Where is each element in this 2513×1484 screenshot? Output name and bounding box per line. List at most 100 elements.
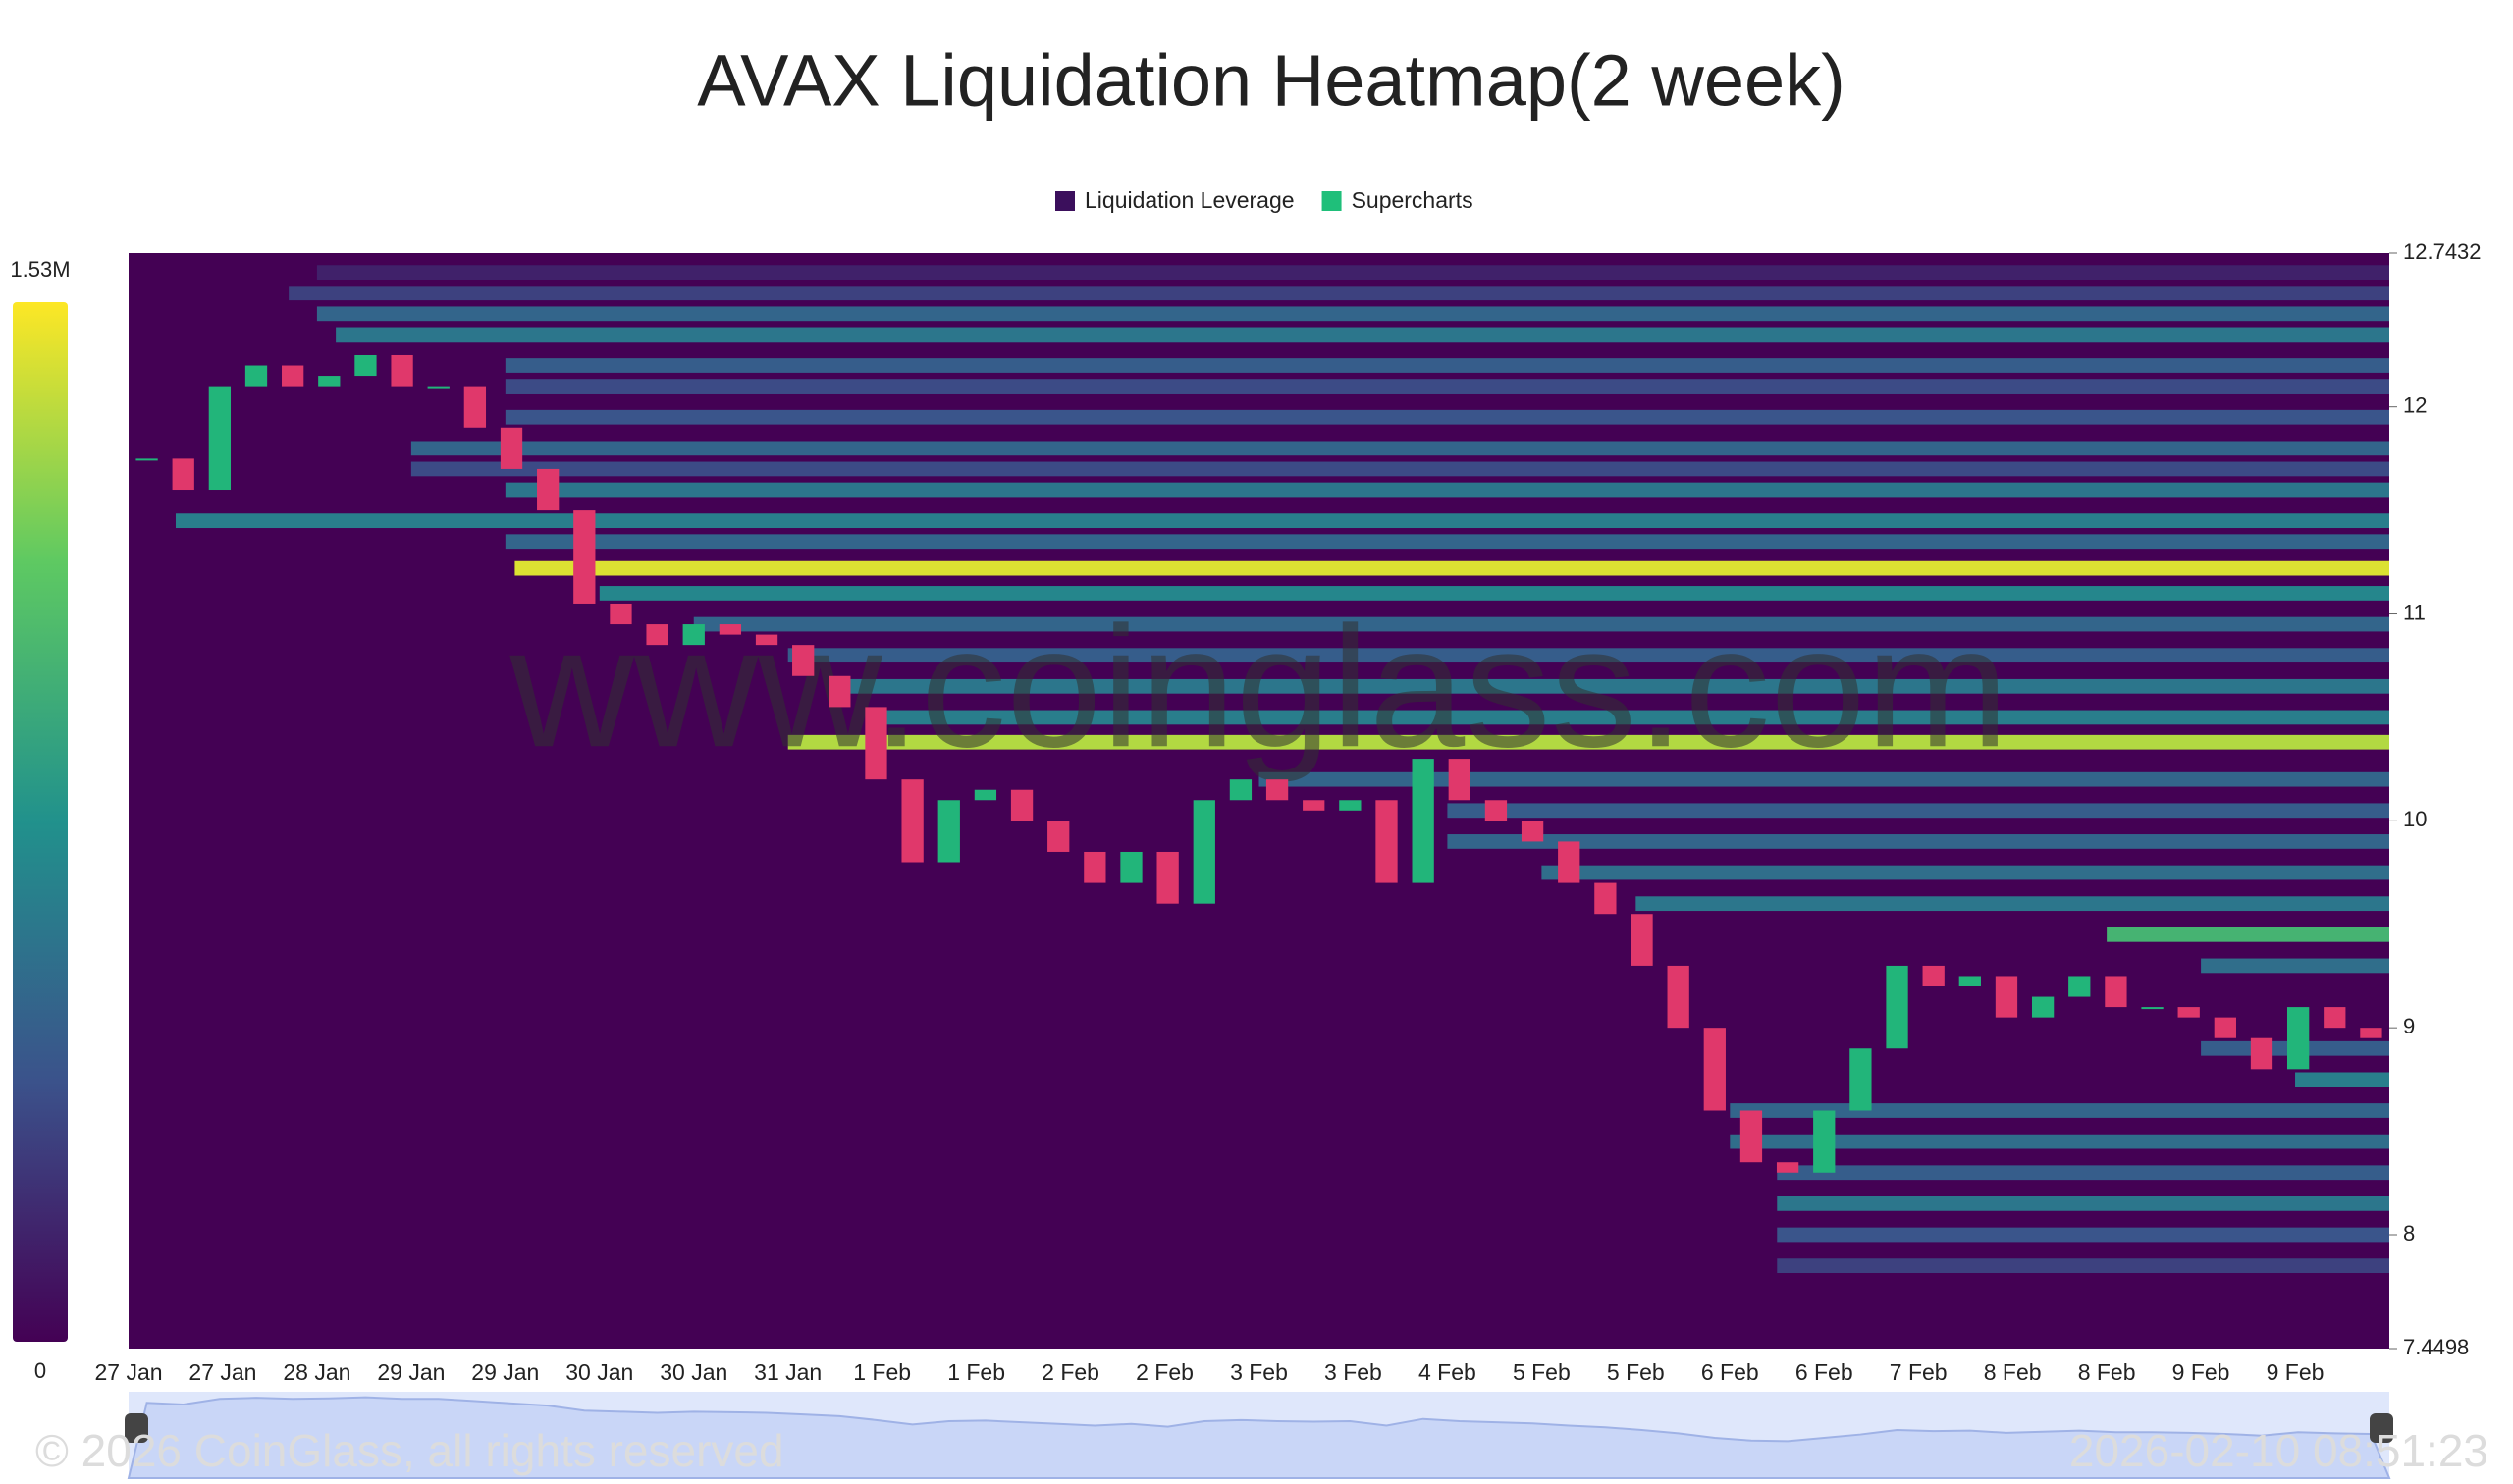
liquidation-band — [289, 286, 2390, 301]
candle — [1558, 841, 1580, 883]
candle — [1229, 779, 1253, 801]
legend-swatch — [1055, 191, 1075, 211]
y-tick-label: 10 — [2403, 807, 2427, 831]
candle — [2105, 976, 2127, 1008]
color-bar — [13, 302, 68, 1342]
x-tick-label: 1 Feb — [947, 1359, 1005, 1385]
candle — [391, 354, 413, 387]
candle — [537, 468, 560, 511]
x-tick-label: 7 Feb — [1890, 1359, 1948, 1385]
candle — [865, 707, 887, 780]
candle — [2214, 1017, 2236, 1038]
x-tick-label: 6 Feb — [1795, 1359, 1853, 1385]
candle — [135, 458, 158, 461]
x-tick-label: 4 Feb — [1418, 1359, 1476, 1385]
candle — [1375, 800, 1398, 883]
liquidation-band — [787, 648, 2390, 663]
candle — [1958, 976, 1981, 987]
candle — [646, 624, 668, 646]
candle — [208, 386, 232, 491]
candle — [901, 779, 924, 863]
candle — [172, 458, 194, 491]
x-tick-label: 3 Feb — [1324, 1359, 1382, 1385]
liquidation-band — [316, 306, 2389, 322]
y-tick-label: 12 — [2403, 394, 2427, 418]
liquidation-band — [693, 616, 2389, 632]
candle — [1886, 965, 1908, 1049]
candle — [2324, 1007, 2346, 1029]
y-tick-label: 9 — [2403, 1014, 2415, 1038]
candle — [1995, 976, 2018, 1018]
x-tick-label: 2 Feb — [1136, 1359, 1194, 1385]
liquidation-band — [2295, 1072, 2389, 1087]
liquidation-band — [1777, 1195, 2389, 1211]
liquidation-band — [1541, 865, 2389, 880]
x-tick-label: 3 Feb — [1230, 1359, 1288, 1385]
x-tick-label: 2 Feb — [1042, 1359, 1099, 1385]
liquidation-band — [1635, 896, 2389, 912]
liquidation-band — [316, 265, 2389, 281]
candle — [244, 365, 268, 387]
liquidation-band — [787, 734, 2390, 750]
candle — [1120, 851, 1143, 883]
liquidation-band — [505, 482, 2390, 498]
liquidation-band — [175, 513, 2389, 529]
candle — [1594, 882, 1617, 915]
candle — [1156, 851, 1179, 904]
liquidation-band — [505, 379, 2390, 394]
candle — [682, 624, 705, 646]
candle — [937, 800, 960, 863]
liquidation-band — [505, 409, 2390, 425]
candle — [2068, 976, 2091, 997]
liquidation-band — [1777, 1165, 2389, 1181]
x-tick-label: 5 Feb — [1607, 1359, 1665, 1385]
x-tick-label: 8 Feb — [1984, 1359, 2042, 1385]
y-tick-label: 11 — [2403, 600, 2426, 624]
liquidation-band — [1447, 803, 2389, 819]
x-tick-label: 31 Jan — [754, 1359, 822, 1385]
candle — [610, 603, 632, 625]
navigator-handle — [125, 1413, 148, 1443]
x-tick-label: 30 Jan — [660, 1359, 727, 1385]
x-tick-label: 27 Jan — [94, 1359, 162, 1385]
candle — [1193, 800, 1215, 904]
candle — [1813, 1110, 1836, 1173]
x-tick-label: 9 Feb — [2267, 1359, 2325, 1385]
colorbar-label: 1.53M — [10, 257, 70, 282]
candle — [463, 386, 487, 428]
candle — [1521, 821, 1544, 842]
candle — [500, 427, 523, 469]
liquidation-band — [1730, 1103, 2389, 1118]
candle — [1265, 779, 1289, 801]
candle — [829, 675, 851, 708]
liquidation-band — [2107, 927, 2389, 942]
candle — [2250, 1037, 2273, 1070]
x-tick-label: 9 Feb — [2172, 1359, 2230, 1385]
y-tick-label: 12.7432 — [2403, 239, 2482, 264]
liquidation-band — [505, 358, 2390, 373]
candle — [1922, 965, 1945, 987]
candle — [354, 354, 377, 377]
candle — [282, 365, 304, 387]
candle — [1303, 800, 1325, 811]
timestamp: 2026-02-10 08:51:23 — [2069, 1425, 2488, 1476]
x-tick-label: 5 Feb — [1513, 1359, 1571, 1385]
liquidation-band — [1777, 1227, 2389, 1243]
x-tick-label: 28 Jan — [283, 1359, 350, 1385]
liquidation-band — [834, 678, 2389, 694]
candle — [1484, 800, 1508, 822]
candle — [2286, 1007, 2310, 1070]
liquidation-band — [599, 586, 2389, 601]
liquidation-band — [1258, 771, 2389, 787]
candle — [1776, 1162, 1799, 1173]
candle — [1047, 821, 1070, 852]
copyright: © 2026 CoinGlass, all rights reserved — [35, 1425, 784, 1476]
candle — [1631, 914, 1653, 966]
candle — [1084, 851, 1106, 883]
candle — [755, 634, 778, 646]
candle — [427, 386, 450, 389]
liquidation-band — [336, 327, 2389, 343]
candle — [2177, 1007, 2200, 1018]
candle — [1667, 965, 1689, 1029]
